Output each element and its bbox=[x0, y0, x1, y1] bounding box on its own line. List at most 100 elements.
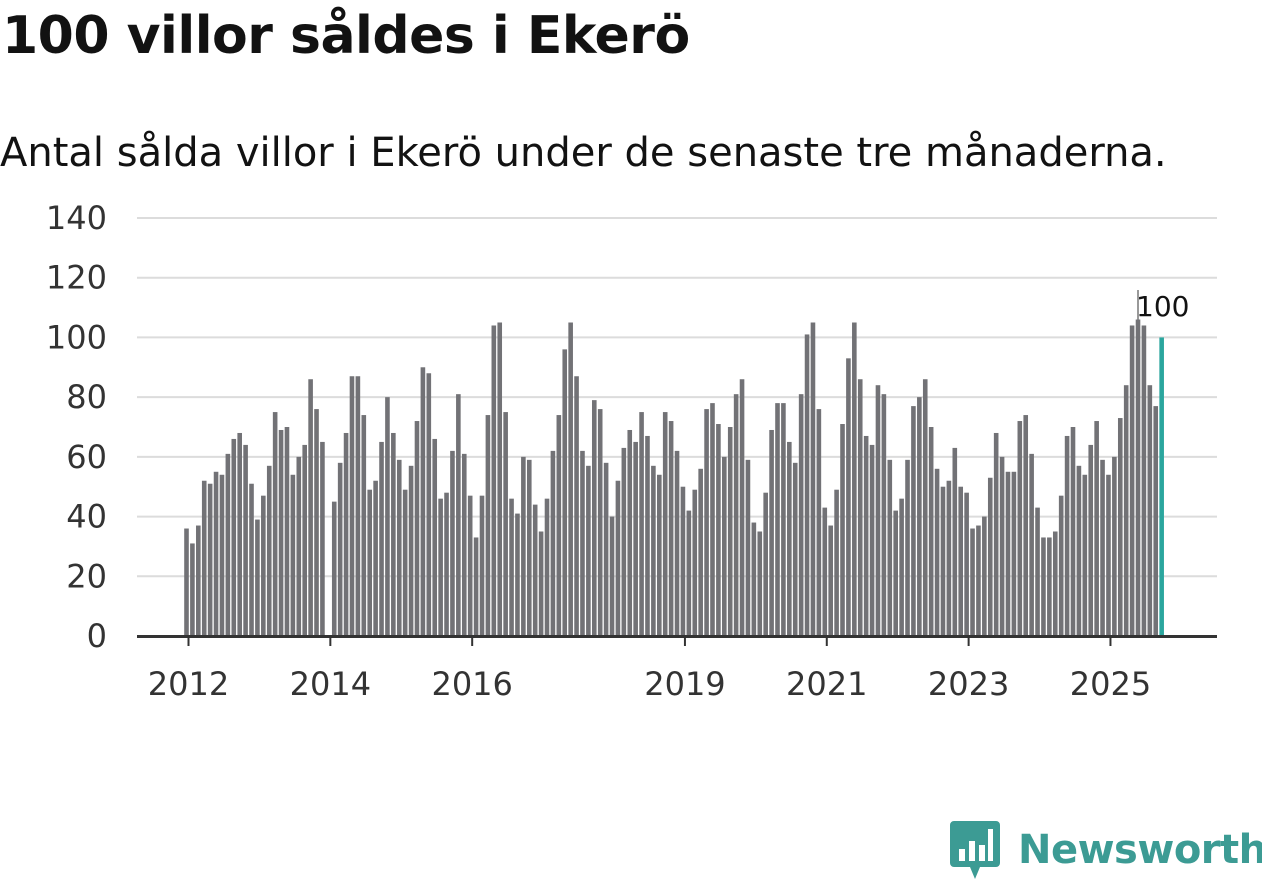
bar bbox=[999, 456, 1005, 636]
bar bbox=[692, 489, 698, 636]
bar bbox=[562, 349, 568, 636]
bar bbox=[521, 456, 526, 636]
bar bbox=[775, 403, 780, 636]
bar bbox=[804, 334, 810, 636]
bar bbox=[225, 453, 231, 636]
bar bbox=[922, 379, 928, 636]
bar bbox=[893, 510, 898, 636]
bar bbox=[473, 537, 479, 636]
bar bbox=[379, 441, 384, 636]
bar bbox=[633, 441, 638, 636]
bar bbox=[308, 379, 313, 636]
highlight-annotation: 100 bbox=[1136, 290, 1189, 323]
bar bbox=[940, 486, 946, 636]
bar bbox=[1141, 325, 1147, 636]
bar bbox=[686, 510, 692, 636]
bar bbox=[544, 498, 550, 636]
bar bbox=[414, 421, 420, 636]
bar bbox=[710, 403, 715, 636]
bar bbox=[875, 385, 881, 636]
bar bbox=[284, 427, 290, 636]
bar bbox=[627, 429, 633, 636]
bar bbox=[869, 444, 875, 636]
bar bbox=[846, 358, 851, 636]
bar bbox=[343, 432, 349, 636]
bar bbox=[621, 447, 627, 636]
bar bbox=[432, 438, 438, 636]
bar bbox=[355, 376, 361, 636]
highlight-value-label: 100 bbox=[1136, 290, 1189, 323]
bar bbox=[550, 450, 556, 636]
bar bbox=[928, 427, 934, 636]
bar bbox=[745, 459, 751, 636]
bar bbox=[763, 492, 768, 636]
bar bbox=[450, 450, 455, 636]
bar bbox=[1058, 495, 1064, 636]
x-tick-label: 2019 bbox=[644, 665, 725, 703]
bar bbox=[952, 447, 958, 636]
bar bbox=[261, 495, 266, 636]
chart-subtitle: Antal sålda villor i Ekerö under de sena… bbox=[0, 130, 1167, 176]
bar bbox=[219, 474, 225, 636]
bar bbox=[987, 477, 993, 636]
bar bbox=[597, 409, 603, 636]
bar bbox=[190, 543, 195, 636]
bar bbox=[1094, 421, 1099, 636]
bar bbox=[733, 394, 739, 636]
x-tick-label: 2025 bbox=[1070, 665, 1151, 703]
bar bbox=[769, 429, 774, 636]
bar bbox=[568, 322, 573, 636]
bar bbox=[467, 495, 473, 636]
bar bbox=[1011, 471, 1017, 636]
bar bbox=[1100, 459, 1105, 636]
bar bbox=[1047, 537, 1052, 636]
bar bbox=[503, 412, 508, 636]
bar bbox=[243, 444, 248, 636]
bar bbox=[556, 415, 562, 636]
bar bbox=[1123, 385, 1129, 636]
page-title: 100 villor såldes i Ekerö bbox=[2, 6, 690, 66]
bar bbox=[716, 424, 721, 636]
y-tick-label: 80 bbox=[66, 378, 107, 416]
bar bbox=[698, 468, 703, 636]
bar bbox=[993, 432, 999, 636]
bar bbox=[970, 528, 975, 636]
bar bbox=[456, 394, 461, 636]
bar bbox=[574, 376, 579, 636]
bar bbox=[290, 474, 296, 636]
bar bbox=[899, 498, 904, 636]
y-tick-label: 120 bbox=[46, 259, 107, 297]
bar bbox=[727, 427, 733, 636]
bar bbox=[662, 412, 668, 636]
highlighted-bar bbox=[1159, 337, 1164, 636]
bar bbox=[704, 409, 709, 636]
bar bbox=[1117, 418, 1123, 636]
bar bbox=[1017, 421, 1023, 636]
bar bbox=[639, 412, 644, 636]
bar bbox=[391, 432, 396, 636]
bar bbox=[1129, 325, 1135, 636]
bar bbox=[911, 406, 916, 636]
bar bbox=[1112, 456, 1117, 636]
bar bbox=[609, 516, 615, 636]
bar bbox=[184, 528, 189, 636]
bar bbox=[231, 438, 237, 636]
bar bbox=[810, 322, 816, 636]
bar bbox=[674, 450, 680, 636]
bar bbox=[272, 412, 278, 636]
bar bbox=[1064, 435, 1070, 636]
bar bbox=[207, 483, 213, 636]
bar bbox=[314, 409, 319, 636]
y-tick-label: 40 bbox=[66, 498, 107, 536]
bar bbox=[196, 525, 201, 636]
bar bbox=[201, 480, 207, 636]
bar bbox=[302, 444, 307, 636]
bar bbox=[657, 474, 662, 636]
bar bbox=[266, 465, 272, 636]
bar bbox=[255, 519, 260, 636]
bar bbox=[526, 459, 532, 636]
bar bbox=[680, 486, 686, 636]
bar bbox=[739, 379, 745, 636]
bar bbox=[1135, 319, 1141, 636]
